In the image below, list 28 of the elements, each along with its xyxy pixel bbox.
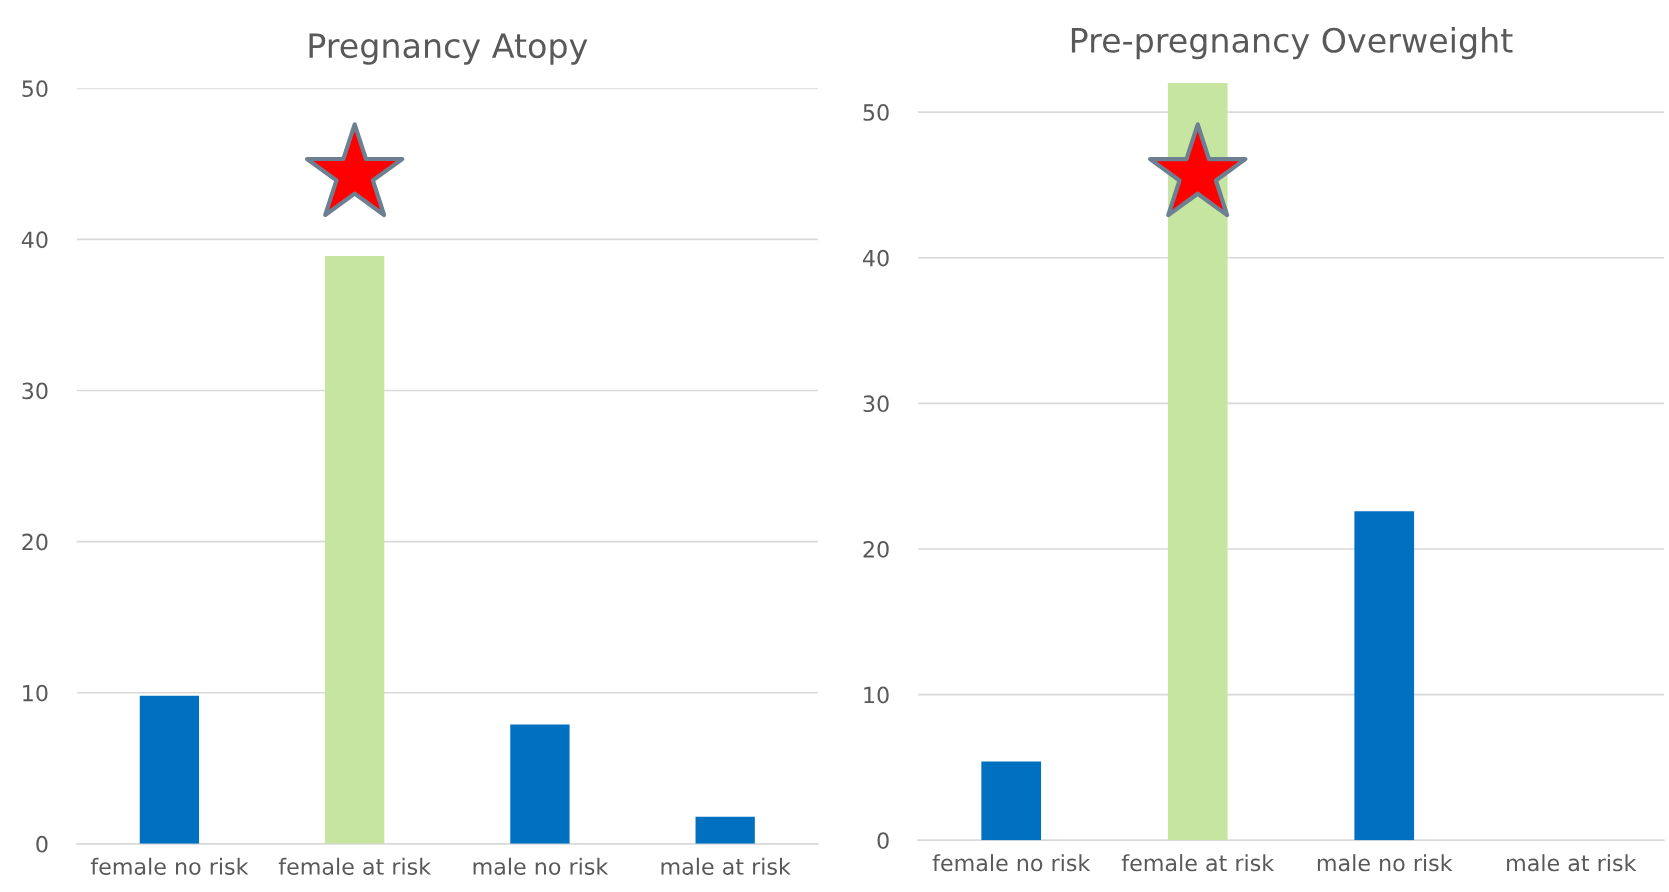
y-tick-label: 50 [22,80,48,98]
y-tick-label: 30 [22,382,48,400]
x-tick-label: male at risk [1507,854,1637,872]
y-tick-label: 50 [863,104,889,121]
bar [981,761,1042,841]
y-tick-label: 0 [36,835,48,853]
x-tick-label: female no risk [90,857,249,875]
y-tick-label: 20 [863,540,889,558]
x-tick-label: male at risk [661,857,791,875]
y-tick-label: 20 [22,533,48,551]
chart-title: Pre-pregnancy Overweight [1071,27,1513,60]
bar [139,695,200,844]
y-tick-label: 10 [864,686,889,704]
y-tick-label: 0 [877,832,889,850]
bar [510,724,570,844]
x-tick-label: male no risk [473,857,609,875]
x-tick-label: male no risk [1317,854,1453,872]
x-tick-label: female no risk [932,854,1091,872]
bar [1354,511,1415,841]
bar [325,256,385,844]
bar [695,816,755,844]
y-tick-label: 10 [23,684,48,702]
chart-title: Pregnancy Atopy [309,33,588,65]
x-tick-label: female at risk [278,857,432,875]
y-tick-label: 40 [862,249,889,267]
y-tick-label: 40 [21,231,48,249]
y-tick-label: 30 [863,395,889,413]
x-tick-label: female at risk [1121,854,1275,872]
